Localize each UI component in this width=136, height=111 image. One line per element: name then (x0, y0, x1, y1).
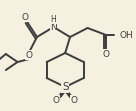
Text: O: O (22, 13, 29, 22)
Text: O: O (103, 50, 110, 58)
Text: S: S (62, 82, 69, 92)
Text: OH: OH (120, 31, 133, 40)
Text: H: H (51, 15, 56, 24)
Text: O: O (53, 95, 60, 104)
Text: O: O (70, 95, 77, 104)
Text: O: O (26, 51, 33, 59)
Text: N: N (50, 23, 57, 32)
